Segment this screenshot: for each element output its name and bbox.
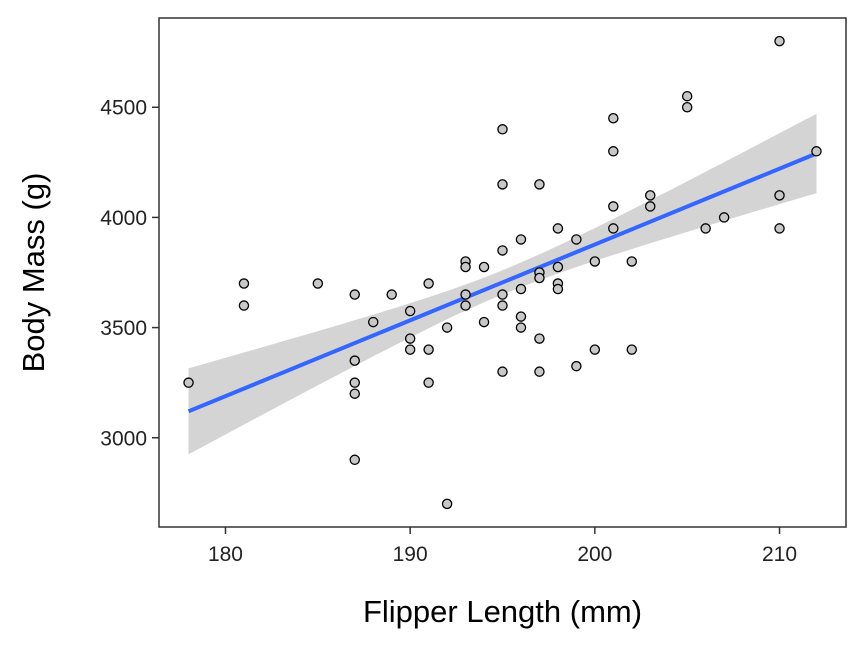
x-axis-title: Flipper Length (mm) <box>363 594 642 629</box>
data-point <box>534 333 545 344</box>
data-point <box>441 322 453 333</box>
data-point <box>534 366 545 377</box>
data-point <box>367 316 379 328</box>
trend-line <box>187 151 818 414</box>
data-point <box>460 289 471 300</box>
data-point <box>349 377 361 388</box>
data-point <box>774 35 785 47</box>
data-point <box>497 366 508 377</box>
data-point <box>571 360 582 372</box>
x-tick-label: 180 <box>208 543 243 566</box>
data-point <box>423 344 434 355</box>
data-point <box>238 278 250 289</box>
data-point <box>681 101 693 113</box>
data-point <box>441 498 453 510</box>
data-point <box>774 190 785 201</box>
data-point <box>349 388 361 399</box>
data-point <box>571 234 582 245</box>
data-point <box>608 201 619 212</box>
x-axis: 180 190 200 210 <box>208 527 797 566</box>
data-point <box>700 223 711 234</box>
data-point <box>589 256 601 267</box>
data-point <box>423 377 434 388</box>
y-axis-title: Body Mass (g) <box>16 173 51 373</box>
y-tick-label: 3500 <box>100 317 147 340</box>
data-point <box>497 124 508 135</box>
trend-line-layer <box>187 151 818 414</box>
data-point <box>515 234 527 245</box>
x-tick-label: 200 <box>577 543 612 566</box>
data-point <box>404 344 416 355</box>
data-point <box>238 300 250 311</box>
data-point <box>478 316 490 328</box>
data-point <box>312 278 324 289</box>
data-point <box>644 190 656 201</box>
y-axis: 3000 3500 4000 4500 <box>100 97 159 450</box>
data-point <box>515 311 527 322</box>
data-point <box>608 146 619 157</box>
data-point <box>497 245 508 256</box>
data-point <box>515 322 527 333</box>
data-point <box>534 179 545 190</box>
data-point <box>497 300 508 311</box>
data-point <box>626 256 638 267</box>
data-point <box>718 212 730 223</box>
data-points-layer <box>183 35 822 510</box>
x-tick-label: 210 <box>762 543 797 566</box>
data-point <box>589 344 601 355</box>
data-point <box>644 201 656 212</box>
data-point <box>404 305 416 317</box>
y-tick-label: 3000 <box>100 427 147 450</box>
y-tick-label: 4000 <box>100 207 147 230</box>
data-point <box>478 261 490 273</box>
data-point <box>460 261 471 273</box>
x-tick-label: 190 <box>393 543 428 566</box>
data-point <box>534 272 545 284</box>
data-point <box>497 179 508 190</box>
data-point <box>626 344 638 355</box>
data-point <box>423 278 434 289</box>
data-point <box>681 90 693 102</box>
data-point <box>349 289 361 300</box>
data-point <box>460 300 471 311</box>
data-point <box>386 289 397 300</box>
data-point <box>497 289 508 300</box>
y-tick-label: 4500 <box>100 97 147 120</box>
data-point <box>552 261 564 273</box>
data-point <box>349 355 361 366</box>
data-point <box>552 223 564 234</box>
plot-panel-border <box>158 17 847 528</box>
data-point <box>774 223 785 234</box>
data-point <box>183 377 194 388</box>
data-point <box>608 113 619 124</box>
data-point <box>349 454 361 466</box>
data-point <box>515 283 527 295</box>
data-point <box>552 283 564 295</box>
data-point <box>404 333 416 344</box>
data-point <box>608 223 619 234</box>
data-point <box>811 146 822 157</box>
